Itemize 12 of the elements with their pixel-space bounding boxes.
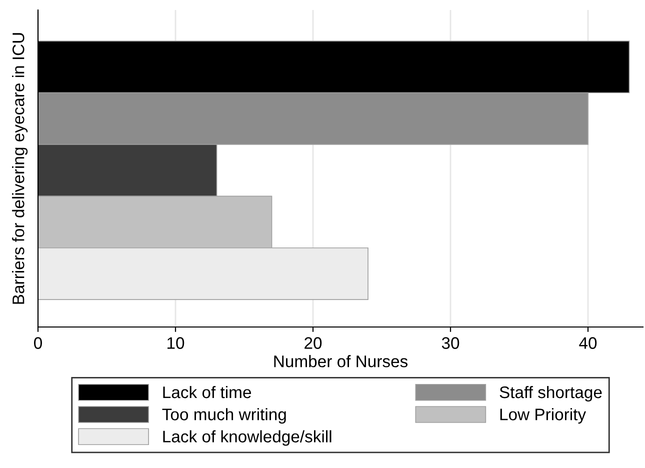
x-axis-title: Number of Nurses: [274, 355, 408, 368]
x-tick-label: 10: [168, 337, 184, 349]
legend-label: Too much writing: [162, 408, 286, 424]
legend-label: Staff shortage: [500, 386, 602, 402]
legend-label: Lack of time: [163, 386, 251, 398]
x-tick-label: 20: [304, 337, 322, 349]
x-tick-label: 0: [34, 337, 42, 349]
x-tick-label: 30: [442, 337, 460, 349]
legend-label: Low Priority: [500, 408, 586, 424]
y-axis-title: Barriers for delivering eyecare in ICU: [12, 33, 28, 304]
legend-label: Lack of knowledge/skill: [163, 430, 332, 446]
x-tick-label: 40: [579, 337, 597, 349]
